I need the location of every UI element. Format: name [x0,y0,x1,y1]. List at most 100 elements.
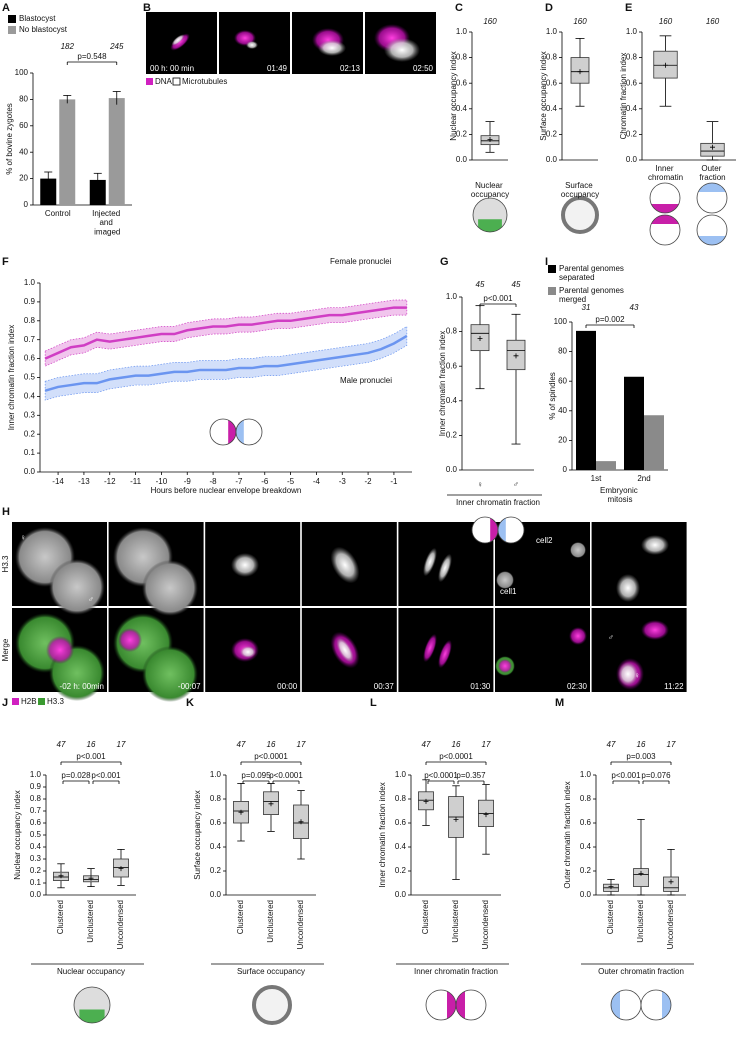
series-line [44,306,407,360]
y-tick-label: 0.0 [580,890,592,899]
signal [384,38,420,62]
y-axis-label: Surface occupancy index [193,790,202,879]
timestamp: 02:30 [567,682,588,691]
y-tick-label: 0.8 [446,327,458,336]
series-label: Female pronuclei [330,257,392,266]
x-tick-label: Unclustered [636,900,645,943]
signal [569,627,587,645]
signal [231,553,259,577]
text-line: merged [559,295,586,304]
x-tick-label: Clustered [56,900,65,934]
text-line: Embryonic [600,486,640,495]
legend-label: DNA [155,77,173,86]
legend-label: Parental genomes separated [559,264,626,282]
legend-label: H3.3 [47,697,64,706]
legend-label: Parental genomes merged [559,286,626,304]
legend-swatch [8,15,16,23]
text-line: Nuclear [475,181,505,190]
y-axis-label: Chromatin fraction index [619,53,628,140]
x-tick-label: -10 [156,477,168,486]
y-tick-label: 0.4 [456,104,468,113]
y-tick-label: 0.0 [546,155,558,164]
p-value: p<0.001 [76,752,106,761]
panel-label: B [143,2,151,14]
y-tick-label: 0.4 [546,104,558,113]
signal [318,40,346,56]
signal [246,41,258,49]
legend-swatch [146,78,153,85]
bar [89,179,106,205]
box [700,142,725,157]
mean-marker [483,812,489,818]
y-tick-label: 0.8 [626,53,638,62]
icon-band [478,219,502,232]
n-label: 17 [117,740,126,749]
p-value: p<0.0001 [439,752,473,761]
n-label: 47 [57,740,66,749]
text-line: Injected [92,209,122,218]
y-tick-label: 0.2 [580,866,592,875]
x-axis-label: Embryonic mitosis [600,486,640,504]
y-tick-label: 0.0 [456,155,468,164]
mean-marker [487,137,493,143]
panel-label: A [2,2,10,14]
x-axis-label: Nuclear occupancy [57,967,125,976]
mean-marker [477,336,483,342]
legend-label: Microtubules [182,77,227,86]
y-tick-label: 0.0 [395,890,407,899]
mean-marker [453,816,459,822]
timestamp: 02:50 [413,64,434,73]
x-tick-label: Control [45,209,71,218]
panel-label: K [186,697,194,709]
x-axis-label: Surface occupancy [561,181,599,199]
y-tick-label: 0.5 [24,373,36,382]
panel-label: I [545,256,548,268]
timestamp: 00:37 [374,682,395,691]
y-tick-label: 1.0 [210,770,222,779]
icon-outline [235,418,263,446]
text-line: Parental genomes [559,264,626,273]
n-label: 160 [706,17,720,26]
x-tick-label: Uncondensed [296,900,305,949]
x-tick-label: Uncondensed [481,900,490,949]
text-line: imaged [94,228,120,237]
x-tick-label: Unclustered [451,900,460,943]
y-tick-label: 60 [19,121,28,130]
p-value: p=0.076 [641,771,671,780]
y-tick-label: 0.6 [210,818,222,827]
icon-circle [254,987,290,1023]
n-label: 17 [667,740,676,749]
x-tick-label: 1st [591,474,602,483]
timestamp: 00 h: 00 min [150,64,194,73]
signal [496,571,514,589]
icon-band [228,419,236,445]
icon-outline [696,182,728,214]
x-tick-label: ♂ [513,480,519,489]
signal [616,574,640,602]
n-label: 182 [61,42,75,51]
panel-label: H [2,506,10,518]
y-tick-label: 0.0 [446,465,458,474]
y-tick-label: 0.8 [546,53,558,62]
y-axis-label: Inner chromatin fraction index [378,782,387,887]
y-tick-label: 0.4 [580,842,592,851]
cell-label: cell1 [500,587,517,596]
mean-marker [638,870,644,876]
row-label: Merge [1,638,10,661]
y-axis-label: % of spindles [548,372,557,420]
y-tick-label: 0.6 [546,78,558,87]
panel-label: M [555,697,564,709]
bar [40,178,57,205]
y-tick-label: 0.9 [30,782,42,791]
n-label: 160 [483,17,497,26]
image-frame [495,608,590,692]
n-label: 16 [452,740,461,749]
n-label: 16 [267,740,276,749]
n-label: 47 [237,740,246,749]
x-tick-label: -14 [52,477,64,486]
signal [641,620,669,640]
y-tick-label: 0.8 [580,794,592,803]
x-axis-label: Nuclear occupancy [471,181,509,199]
legend-swatch [12,698,19,705]
